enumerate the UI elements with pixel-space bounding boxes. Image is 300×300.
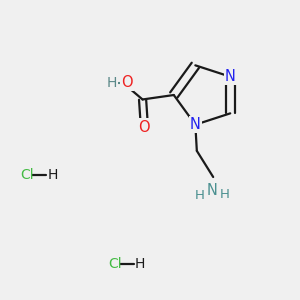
Text: Cl: Cl: [21, 168, 34, 182]
Text: N: N: [225, 69, 236, 84]
Text: H: H: [107, 76, 117, 89]
Text: H: H: [135, 257, 145, 272]
Text: O: O: [121, 75, 133, 90]
Text: Cl: Cl: [108, 257, 122, 272]
Text: N: N: [190, 117, 201, 132]
Text: O: O: [138, 120, 150, 135]
Text: H: H: [220, 188, 230, 201]
Text: H: H: [194, 189, 204, 202]
Text: H: H: [47, 168, 58, 182]
Text: N: N: [206, 183, 217, 198]
